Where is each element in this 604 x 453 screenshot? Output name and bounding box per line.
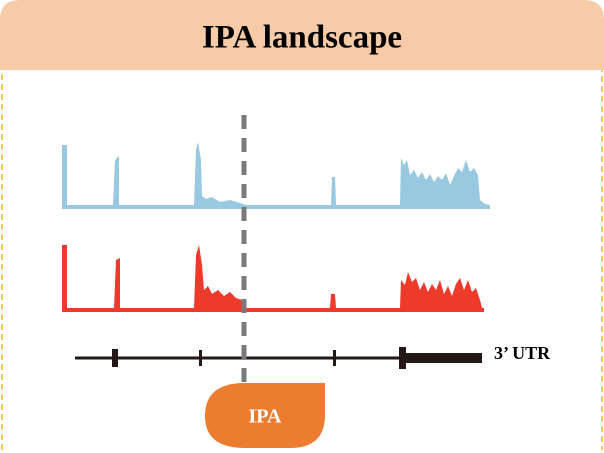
title: IPA landscape [202, 20, 402, 56]
gene-utr [402, 353, 482, 363]
utr-label: 3’ UTR [494, 343, 551, 363]
exon [112, 349, 118, 367]
coverage-track-treated [62, 245, 484, 312]
exon [333, 350, 336, 366]
exon [199, 350, 202, 366]
ipa-label: IPA [249, 406, 283, 428]
exon [399, 347, 406, 369]
ipa-marker [205, 383, 325, 448]
coverage-track-control [62, 142, 490, 209]
header-band [0, 0, 604, 70]
